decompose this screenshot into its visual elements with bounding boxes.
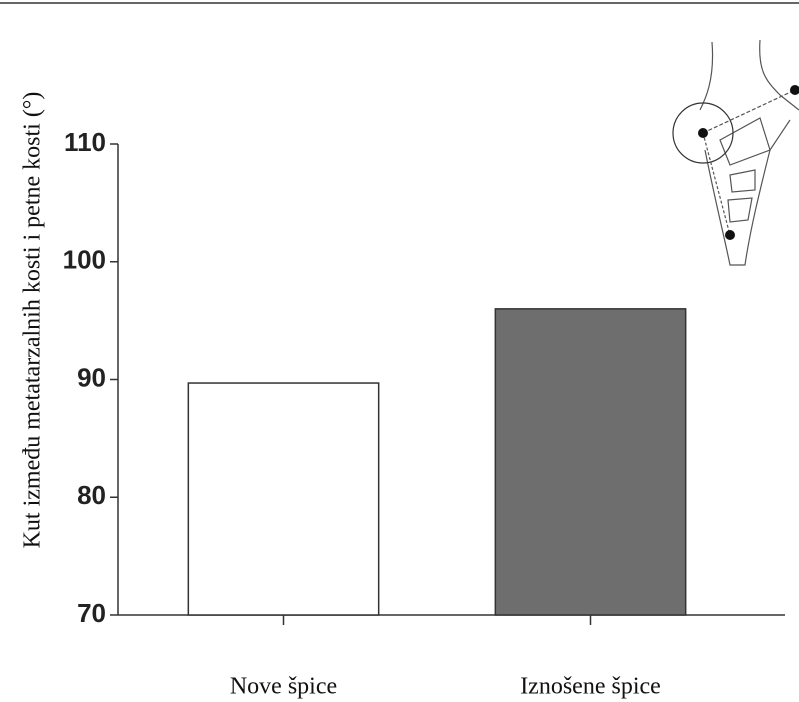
y-tick-label: 70 bbox=[77, 598, 106, 628]
bar bbox=[494, 308, 687, 616]
x-tick-label: Iznošene špice bbox=[520, 674, 661, 700]
foot-illustration bbox=[672, 39, 799, 266]
y-tick-label: 110 bbox=[64, 127, 106, 157]
foot-points bbox=[698, 85, 799, 240]
y-tick-label: 80 bbox=[77, 480, 106, 510]
y-tick-label: 90 bbox=[77, 362, 106, 392]
y-tick-label: 100 bbox=[63, 245, 106, 275]
x-tick-label: Nove špice bbox=[230, 674, 337, 700]
y-axis-label: Kut između metatarzalnih kosti i petne k… bbox=[20, 92, 46, 549]
bar bbox=[187, 382, 380, 616]
